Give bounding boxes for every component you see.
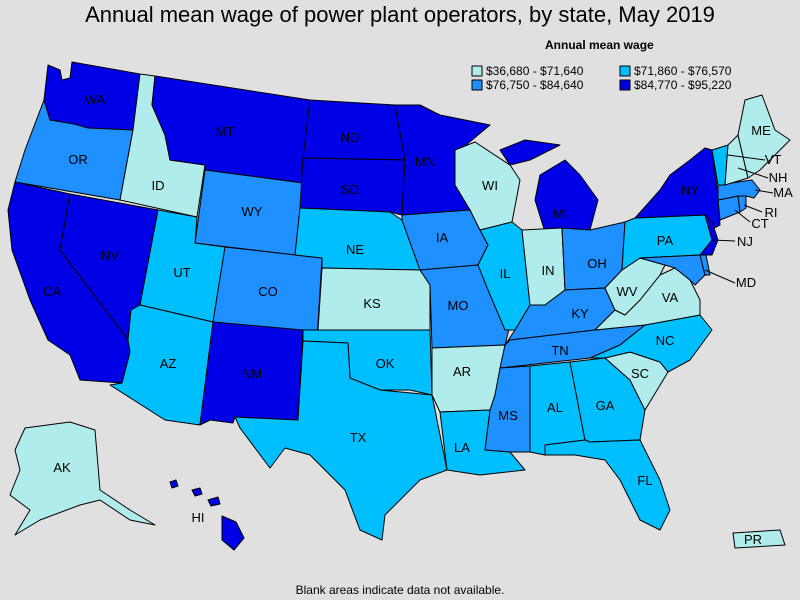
label-tx: TX — [350, 430, 367, 445]
legend-label-2: $71,860 - $76,570 — [634, 64, 732, 78]
label-ia: IA — [436, 230, 449, 245]
state-ks[interactable] — [317, 267, 431, 331]
label-il: IL — [500, 266, 511, 281]
label-ga: GA — [596, 398, 615, 413]
legend-label-4: $84,770 - $95,220 — [634, 78, 732, 92]
label-ut: UT — [173, 265, 190, 280]
label-ar: AR — [453, 364, 471, 379]
label-nc: NC — [656, 333, 675, 348]
state-labels: WA OR CA NV ID MT WY UT AZ CO NM ND SD N… — [43, 92, 793, 547]
map-title: Annual mean wage of power plant operator… — [85, 2, 715, 27]
legend-swatch-4 — [619, 79, 631, 91]
label-tn: TN — [551, 343, 568, 358]
label-wi: WI — [482, 178, 498, 193]
state-nc[interactable] — [589, 314, 713, 373]
state-ri[interactable] — [737, 195, 747, 213]
label-co: CO — [258, 284, 278, 299]
label-nm: NM — [242, 366, 262, 381]
label-la: LA — [454, 440, 470, 455]
label-pointers — [704, 154, 774, 284]
state-pr[interactable] — [732, 529, 786, 549]
label-fl: FL — [637, 473, 652, 488]
legend-swatch-3 — [471, 79, 483, 91]
label-ny: NY — [681, 183, 699, 198]
label-az: AZ — [160, 356, 177, 371]
label-ms: MS — [498, 408, 518, 423]
label-sc: SC — [631, 366, 649, 381]
state-sd[interactable] — [299, 157, 406, 216]
label-nh: NH — [769, 170, 788, 185]
state-mi[interactable] — [499, 139, 599, 233]
label-hi: HI — [192, 510, 205, 525]
state-tx[interactable] — [234, 340, 448, 541]
label-ak: AK — [53, 460, 71, 475]
label-mn: MN — [415, 154, 435, 169]
label-wa: WA — [85, 92, 106, 107]
label-mi: MI — [553, 206, 567, 221]
label-ks: KS — [363, 296, 381, 311]
state-nm[interactable] — [199, 321, 304, 426]
states-layer — [7, 61, 791, 551]
label-ct: CT — [751, 216, 768, 231]
legend-label-3: $76,750 - $84,640 — [486, 78, 584, 92]
state-me[interactable] — [737, 94, 791, 179]
label-nj: NJ — [737, 234, 753, 249]
label-in: IN — [542, 263, 555, 278]
label-ri: RI — [765, 205, 778, 220]
legend-swatch-1 — [471, 65, 483, 77]
label-mt: MT — [216, 124, 235, 139]
legend-label-1: $36,680 - $71,640 — [486, 64, 584, 78]
state-hi[interactable] — [169, 479, 245, 551]
label-pr: PR — [744, 532, 762, 547]
label-mo: MO — [448, 298, 469, 313]
label-va: VA — [662, 290, 679, 305]
label-vt: VT — [765, 152, 782, 167]
label-me: ME — [751, 123, 771, 138]
label-ky: KY — [571, 306, 589, 321]
label-oh: OH — [587, 256, 607, 271]
label-nd: ND — [341, 130, 360, 145]
label-or: OR — [68, 152, 88, 167]
state-de[interactable] — [699, 254, 711, 276]
legend: Annual mean wage $36,680 - $71,640 $71,8… — [471, 38, 732, 92]
label-ok: OK — [376, 356, 395, 371]
label-ca: CA — [43, 284, 61, 299]
label-sd: SD — [341, 182, 359, 197]
label-nv: NV — [101, 248, 119, 263]
label-id: ID — [152, 178, 165, 193]
label-pa: PA — [657, 233, 674, 248]
legend-swatch-2 — [619, 65, 631, 77]
footnote: Blank areas indicate data not available. — [296, 583, 505, 597]
label-ma: MA — [773, 185, 793, 200]
state-fl[interactable] — [544, 439, 671, 531]
label-ne: NE — [346, 242, 364, 257]
state-il[interactable] — [477, 221, 531, 331]
label-al: AL — [547, 400, 563, 415]
state-ma[interactable] — [717, 179, 761, 201]
label-wy: WY — [242, 204, 263, 219]
legend-title: Annual mean wage — [545, 38, 654, 52]
state-ak[interactable] — [9, 421, 156, 536]
label-wv: WV — [617, 284, 638, 299]
label-md: MD — [736, 275, 756, 290]
